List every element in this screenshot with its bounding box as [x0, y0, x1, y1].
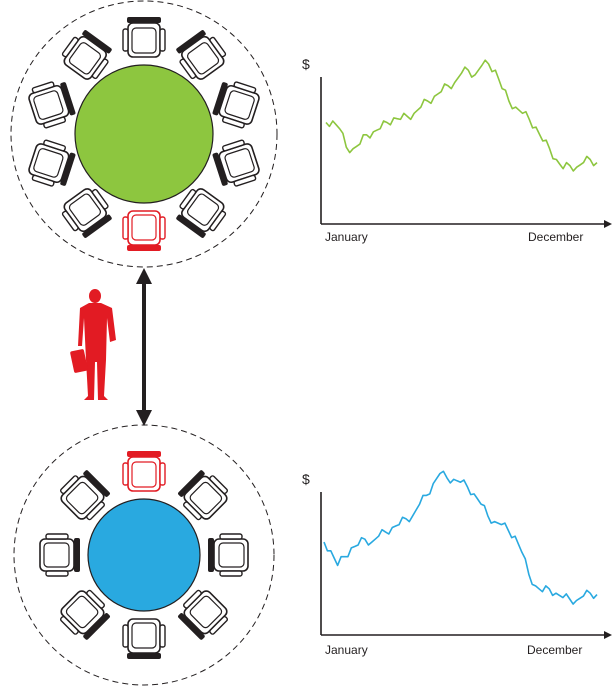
bottom-chart-tick-january: January — [325, 643, 368, 657]
bottom-chart: $ January December — [302, 470, 612, 657]
bottom-table — [87, 498, 201, 612]
top-chart-series-line — [325, 59, 598, 172]
top-chart-tick-january: January — [325, 230, 368, 244]
bottom-chart-x-arrow — [604, 631, 612, 639]
top-table-group — [10, 0, 278, 268]
office-chair-icon — [25, 77, 79, 131]
bottom-chart-ylabel: $ — [302, 471, 310, 487]
bottom-chart-tick-december: December — [527, 643, 582, 657]
office-chair-icon — [122, 618, 166, 660]
businessman-icon — [70, 289, 116, 400]
top-table-boundary — [10, 0, 278, 268]
highlighted-chair-icon — [122, 450, 166, 492]
bottom-chart-series-line — [323, 470, 598, 605]
highlighted-chair-icon — [122, 210, 166, 252]
top-chart-x-arrow — [604, 220, 612, 228]
office-chair-icon — [209, 77, 263, 131]
office-chair-icon — [207, 533, 249, 577]
office-chair-icon — [122, 16, 166, 58]
bottom-table-group — [13, 424, 275, 686]
top-chart-ylabel: $ — [302, 56, 310, 72]
office-chair-icon — [209, 137, 263, 191]
office-chair-icon — [39, 533, 81, 577]
top-chart-tick-december: December — [528, 230, 583, 244]
office-chair-icon — [25, 137, 79, 191]
top-table — [74, 64, 214, 204]
top-chart: $ January December — [302, 56, 612, 244]
